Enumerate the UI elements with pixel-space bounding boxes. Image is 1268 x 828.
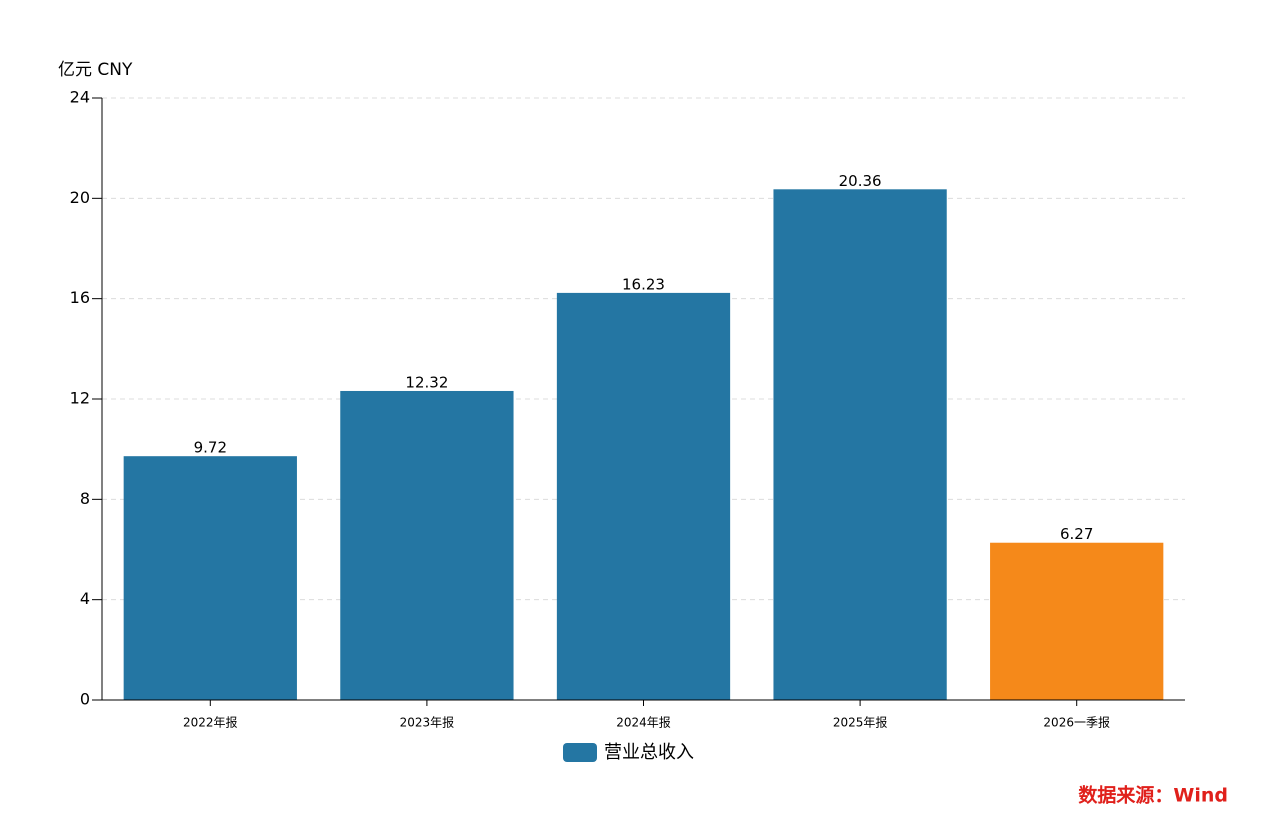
value-label: 9.72 xyxy=(194,439,227,457)
value-label: 20.36 xyxy=(839,172,882,190)
y-tick-label: 20 xyxy=(70,188,90,207)
bar xyxy=(773,189,947,700)
x-tick-label: 2022年报 xyxy=(183,715,238,730)
legend-swatch xyxy=(563,743,597,762)
bar xyxy=(123,456,297,700)
unit-label: 亿元 CNY xyxy=(58,60,133,80)
value-label: 6.27 xyxy=(1060,525,1093,543)
y-tick-label: 8 xyxy=(80,489,90,508)
y-tick-label: 16 xyxy=(70,288,90,307)
y-tick-label: 12 xyxy=(70,389,90,408)
value-label: 16.23 xyxy=(622,275,665,293)
value-label: 12.32 xyxy=(405,373,448,391)
x-tick-label: 2026一季报 xyxy=(1043,715,1110,730)
bar xyxy=(340,390,514,700)
bar xyxy=(990,542,1164,700)
source-note: 数据来源：Wind xyxy=(1078,784,1228,807)
bar xyxy=(556,292,731,700)
x-tick-label: 2025年报 xyxy=(833,715,888,730)
y-tick-label: 24 xyxy=(70,88,90,107)
y-tick-label: 4 xyxy=(80,589,90,608)
x-tick-label: 2023年报 xyxy=(400,715,455,730)
y-tick-label: 0 xyxy=(80,690,90,709)
x-tick-label: 2024年报 xyxy=(616,715,671,730)
legend-label: 营业总收入 xyxy=(604,742,694,763)
